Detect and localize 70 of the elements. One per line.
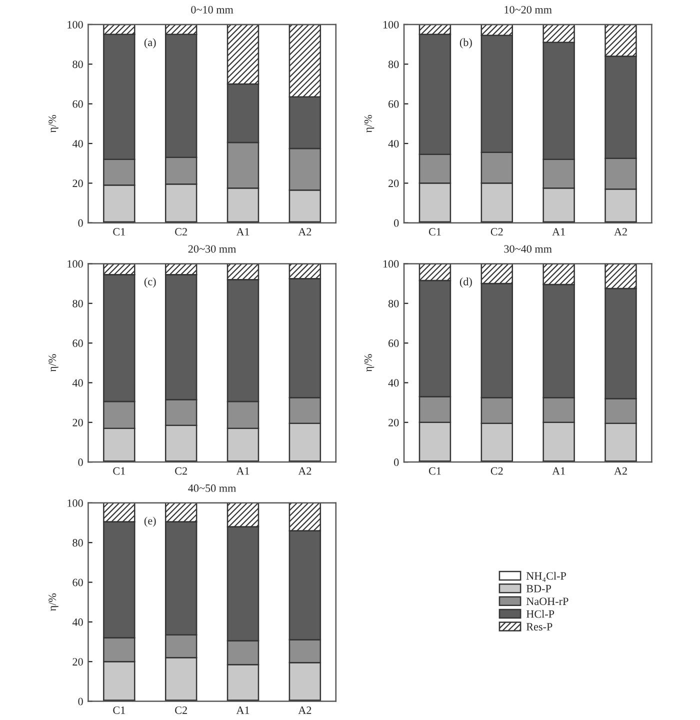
y-tick-label: 80 [72, 300, 83, 308]
y-tick-label: 60 [72, 578, 83, 586]
chart-title: 20~30 mm [188, 245, 236, 253]
y-tick-label: 80 [388, 300, 399, 308]
x-tick-label: A1 [236, 228, 250, 236]
x-tick-label: C2 [175, 228, 187, 236]
x-tick-label: A2 [298, 706, 312, 714]
y-tick-label: 40 [72, 618, 83, 626]
y-axis-title: η/% [364, 354, 374, 372]
y-tick-label: 0 [394, 219, 399, 227]
x-tick-label: C2 [490, 467, 503, 475]
y-tick-label: 100 [68, 499, 83, 507]
legend-label: HCl-P [526, 610, 554, 618]
chart-title: 40~50 mm [188, 484, 236, 492]
y-axis-title: η/% [48, 114, 58, 133]
x-tick-label: C2 [490, 228, 503, 236]
annotation: (a) [144, 38, 156, 48]
y-tick-label: 80 [388, 60, 399, 68]
y-tick-label: 40 [388, 140, 399, 148]
y-tick-label: 60 [388, 340, 399, 348]
y-tick-label: 60 [388, 100, 399, 108]
y-tick-label: 0 [78, 698, 83, 706]
y-axis-title: η/% [48, 354, 58, 372]
y-tick-label: 40 [388, 379, 399, 387]
y-tick-label: 20 [72, 418, 83, 426]
y-tick-label: 60 [72, 340, 83, 348]
x-tick-label: C1 [113, 467, 125, 475]
annotation: (b) [460, 38, 472, 48]
annotation: (c) [144, 278, 156, 288]
y-tick-label: 0 [78, 219, 83, 227]
y-tick-label: 80 [72, 539, 83, 547]
y-tick-label: 100 [383, 260, 399, 268]
annotation: (d) [460, 278, 472, 288]
x-tick-label: A1 [552, 228, 565, 236]
y-tick-label: 40 [72, 379, 83, 387]
y-tick-label: 20 [72, 180, 83, 188]
y-tick-label: 100 [68, 260, 83, 268]
x-tick-label: A2 [298, 467, 312, 475]
y-tick-label: 20 [388, 180, 399, 188]
x-tick-label: A1 [552, 467, 565, 475]
chart-title: 10~20 mm [504, 6, 552, 14]
y-tick-label: 20 [72, 658, 83, 666]
y-tick-label: 0 [78, 458, 83, 466]
x-tick-label: C2 [175, 706, 187, 714]
y-axis-title: η/% [48, 593, 58, 612]
y-tick-label: 40 [72, 140, 83, 148]
y-tick-label: 100 [68, 20, 83, 28]
x-tick-label: A1 [236, 706, 250, 714]
x-tick-label: A1 [236, 467, 250, 475]
y-axis-title: η/% [364, 114, 374, 133]
chart-title: 30~40 mm [504, 245, 552, 253]
x-tick-label: A2 [298, 228, 312, 236]
annotation: (e) [144, 516, 156, 527]
y-tick-label: 80 [72, 60, 83, 68]
y-tick-label: 20 [388, 418, 399, 426]
x-tick-label: C1 [113, 228, 125, 236]
legend-label: NaOH-rP [526, 598, 568, 606]
y-tick-label: 0 [394, 458, 399, 466]
x-tick-label: C2 [175, 467, 187, 475]
x-tick-label: C1 [428, 467, 441, 475]
x-tick-label: C1 [113, 706, 125, 714]
x-tick-label: A2 [614, 228, 627, 236]
y-tick-label: 100 [383, 20, 399, 28]
x-tick-label: A2 [614, 467, 627, 475]
chart-title: 0~10 mm [191, 6, 234, 14]
y-tick-label: 60 [72, 100, 83, 108]
legend-label: NH₄Cl-P [526, 572, 566, 582]
legend-label: Res-P [526, 623, 552, 630]
legend-label: BD-P [526, 584, 551, 592]
x-tick-label: C1 [428, 228, 441, 236]
